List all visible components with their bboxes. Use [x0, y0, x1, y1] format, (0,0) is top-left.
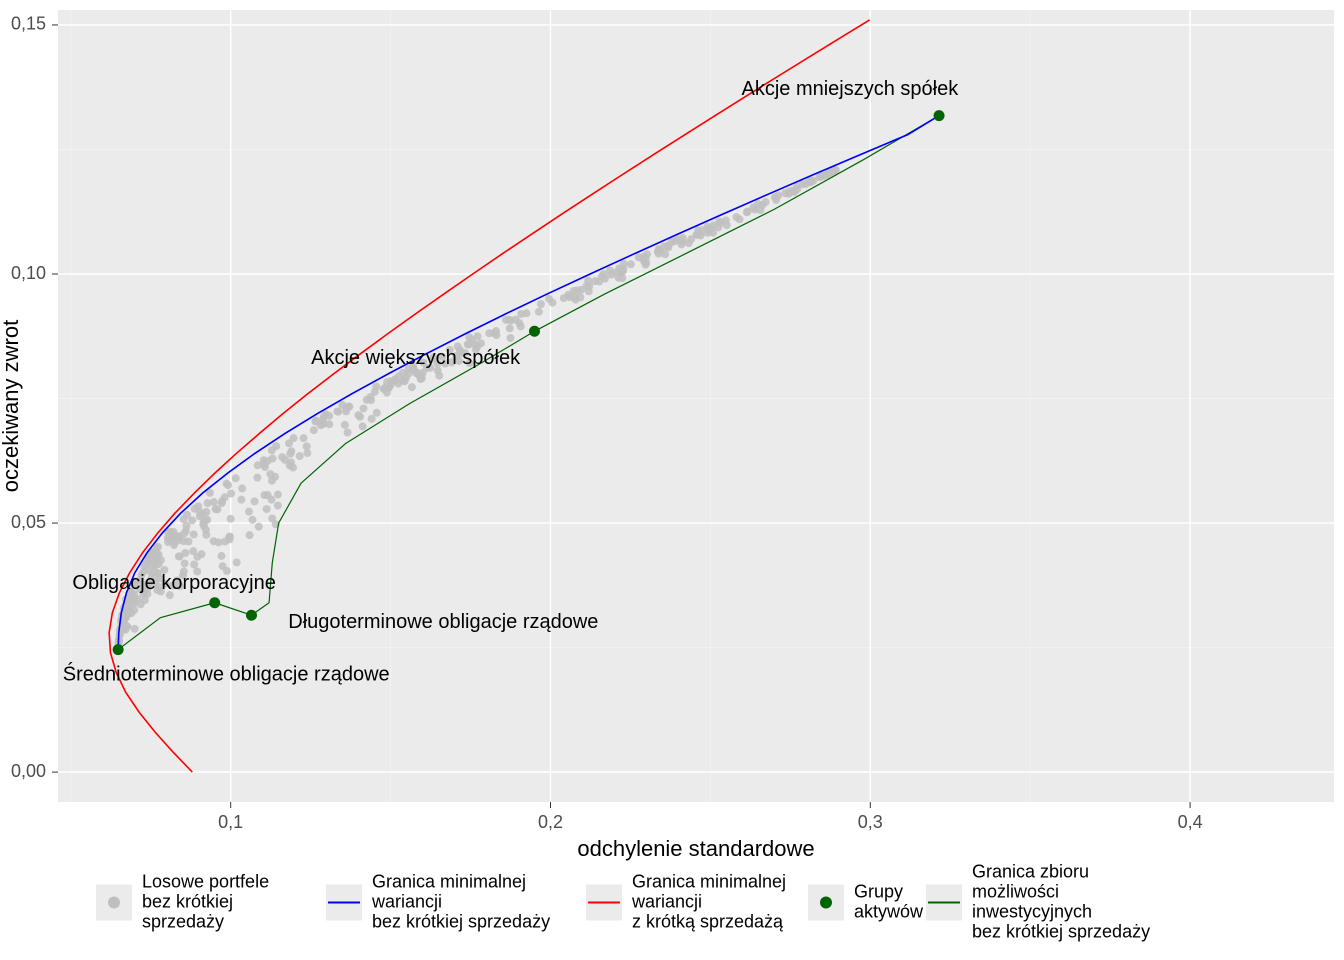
x-tick-label: 0,2: [538, 812, 563, 832]
asset-label: Średnioterminowe obligacje rządowe: [63, 661, 390, 685]
legend-dot-icon: [820, 897, 832, 909]
asset-label: Akcje większych spółek: [311, 347, 521, 369]
asset-point: [113, 644, 124, 655]
y-tick-label: 0,05: [11, 512, 46, 532]
y-tick-label: 0,10: [11, 263, 46, 283]
legend-label: inwestycyjnych: [972, 901, 1092, 921]
legend-label: możliwości: [972, 881, 1059, 901]
legend-label: bez krótkiej sprzedaży: [972, 921, 1150, 941]
legend-dot-icon: [108, 897, 120, 909]
y-tick-label: 0,15: [11, 14, 46, 34]
legend-label: wariancji: [371, 891, 442, 911]
asset-point: [246, 610, 257, 621]
y-tick-label: 0,00: [11, 761, 46, 781]
asset-point: [934, 110, 945, 121]
x-axis-title: odchylenie standardowe: [577, 836, 814, 861]
x-tick-label: 0,4: [1178, 812, 1203, 832]
legend-label: bez krótkiej: [142, 891, 233, 911]
legend-label: z krótką sprzedażą: [632, 911, 784, 931]
asset-label: Akcje mniejszych spółek: [741, 78, 959, 100]
legend-label: bez krótkiej sprzedaży: [372, 911, 550, 931]
legend-label: wariancji: [631, 891, 702, 911]
legend-label: Losowe portfele: [142, 871, 269, 891]
legend-label: aktywów: [854, 901, 924, 921]
legend-label: Granica minimalnej: [372, 871, 526, 891]
efficient-frontier-chart: Średnioterminowe obligacje rządowe Obliga…: [0, 0, 1344, 960]
asset-label: Długoterminowe obligacje rządowe: [288, 611, 598, 633]
legend-label: Grupy: [854, 881, 903, 901]
asset-label: Obligacje korporacyjne: [72, 572, 275, 594]
asset-point: [209, 597, 220, 608]
legend: Losowe portfelebez krótkiejsprzedaży Gran…: [96, 861, 1150, 941]
x-tick-label: 0,1: [218, 812, 243, 832]
asset-point: [529, 326, 540, 337]
y-axis-title: oczekiwany zwrot: [0, 320, 23, 492]
legend-label: Granica minimalnej: [632, 871, 786, 891]
legend-label: Granica zbioru: [972, 861, 1089, 881]
legend-label: sprzedaży: [142, 911, 224, 931]
x-tick-label: 0,3: [858, 812, 883, 832]
